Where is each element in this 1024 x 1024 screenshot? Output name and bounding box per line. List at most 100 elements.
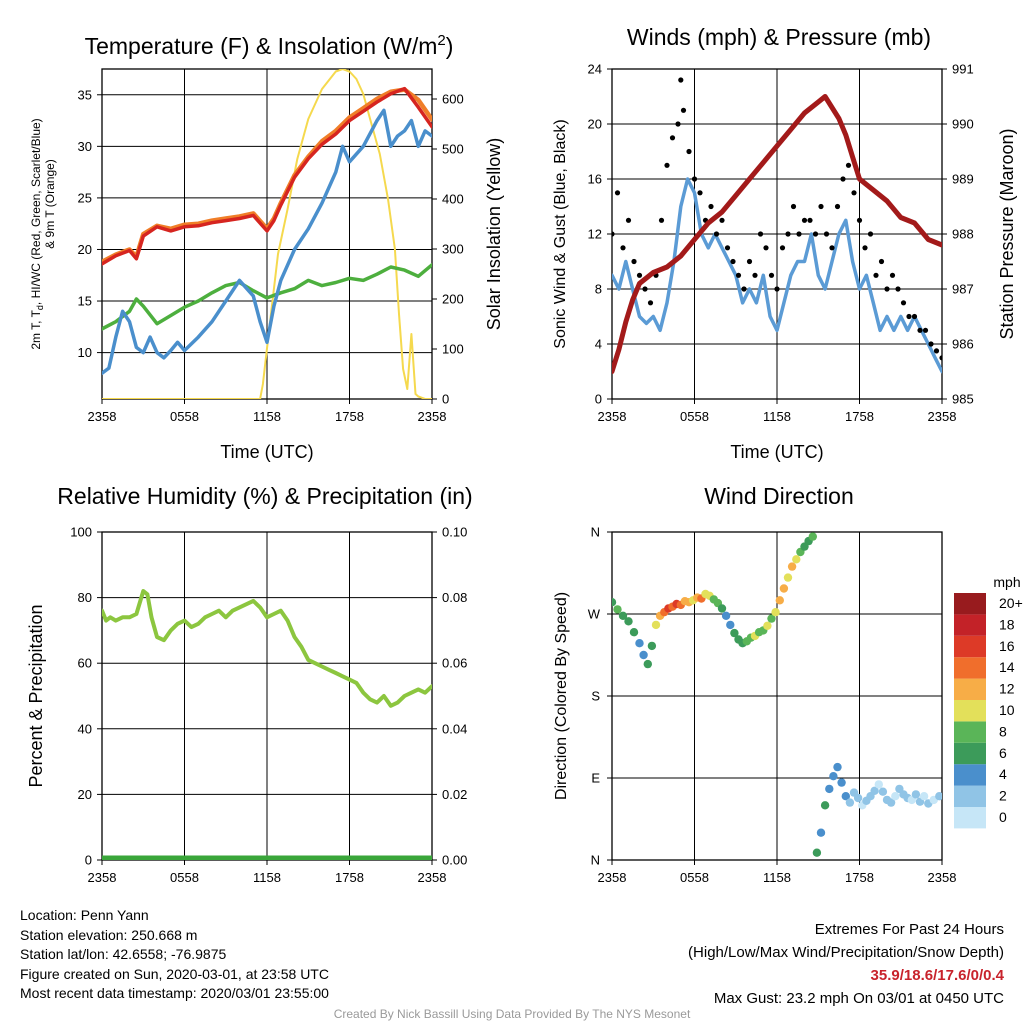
legend-swatch <box>954 785 986 807</box>
gust-point <box>840 176 846 182</box>
gust-point <box>917 327 923 333</box>
chart-title: Winds (mph) & Pressure (mb) <box>627 24 931 50</box>
y-tick-label: 15 <box>78 294 92 309</box>
direction-point <box>618 611 628 620</box>
direction-point <box>635 639 644 648</box>
direction-point <box>783 573 793 582</box>
y2-tick-label: 0.10 <box>442 525 467 540</box>
legend-label: 16 <box>999 638 1015 654</box>
winds-series <box>612 77 942 374</box>
gust-point <box>878 258 885 265</box>
x-tick-label: 1758 <box>335 409 364 424</box>
y2-tick-label: 0.04 <box>442 721 467 736</box>
station-metadata: Location: Penn Yann Station elevation: 2… <box>20 906 329 1004</box>
direction-point <box>775 596 784 605</box>
legend-swatch <box>954 593 986 615</box>
y2-tick-label: 0.02 <box>442 787 467 802</box>
pressure-line <box>612 94 942 374</box>
y-tick-label: 4 <box>595 337 602 352</box>
direction-point <box>829 772 838 781</box>
direction-point <box>935 792 942 801</box>
direction-point <box>651 620 661 630</box>
y-tick-label: N <box>591 853 600 868</box>
legend-label: 8 <box>999 723 1007 739</box>
legend-label: 0 <box>999 809 1007 825</box>
gust-point <box>774 286 780 292</box>
direction-point <box>841 792 850 801</box>
y2-tick-label: 200 <box>442 292 464 307</box>
y-tick-label: 0 <box>85 853 92 868</box>
y-tick-label: 100 <box>70 525 92 540</box>
winds-chart: 0 4 8 12 16 20 24 2358 0558 1158 1758 2358 985 986 987… <box>552 24 1017 462</box>
gust-point <box>922 327 929 333</box>
gust-point <box>851 190 857 196</box>
y2-tick-label: 400 <box>442 192 464 207</box>
legend-label: 10 <box>999 702 1015 718</box>
direction-point <box>612 598 617 607</box>
y-tick-label: N <box>591 525 600 540</box>
legend-swatch <box>954 742 986 765</box>
y-axis-label-line2: & 9m T (Orange) <box>43 159 57 249</box>
y-tick-label: 35 <box>78 87 92 102</box>
y2-tick-label: 990 <box>952 117 974 132</box>
temperature-chart: 10 15 20 25 30 35 2358 0558 1158 1758 2358 0 100 200 3… <box>29 32 504 462</box>
y-tick-label: 20 <box>588 117 602 132</box>
y-axis-label: Sonic Wind & Gust (Blue, Black) <box>552 119 569 348</box>
x-tick-label: 1758 <box>845 409 874 424</box>
y2-tick-label: 0.08 <box>442 590 467 605</box>
gust-point <box>845 162 852 168</box>
max-gust-text: Max Gust: 23.2 mph On 03/01 at 0450 UTC <box>713 990 1004 1007</box>
humidity-series <box>102 589 432 860</box>
x-axis-label: Time (UTC) <box>220 442 313 462</box>
chart-title: Relative Humidity (%) & Precipitation (i… <box>57 483 472 509</box>
gust-point <box>856 217 863 223</box>
gust-point <box>724 245 731 251</box>
direction-point <box>624 617 633 626</box>
gust-point <box>636 272 643 278</box>
gust-point <box>713 231 720 237</box>
gust-point <box>719 217 725 223</box>
legend-label: 18 <box>999 616 1015 632</box>
legend-swatch <box>954 700 986 722</box>
latlon-text: Station lat/lon: 42.6558; -76.9875 <box>20 946 227 962</box>
legend-swatch <box>954 678 986 700</box>
extremes-title: Extremes For Past 24 Hours <box>814 921 1004 938</box>
legend-title: mph <box>993 574 1020 590</box>
legend-label: 4 <box>999 766 1007 782</box>
gust-point <box>873 272 879 278</box>
gust-point <box>614 190 621 196</box>
extremes-panel: Extremes For Past 24 Hours (High/Low/Max… <box>688 918 1004 1010</box>
y-axis-label: Direction (Colored By Speed) <box>553 592 570 800</box>
direction-point <box>643 659 652 669</box>
y-tick-label: 20 <box>78 787 92 802</box>
gust-point <box>867 231 874 237</box>
y-tick-label: 24 <box>588 62 602 77</box>
gust-point <box>790 203 797 210</box>
gust-point <box>757 231 764 237</box>
direction-point <box>767 614 776 623</box>
gust-point <box>612 231 615 237</box>
gust-point <box>763 245 769 251</box>
x-tick-label: 1158 <box>763 409 791 424</box>
dewpoint-line <box>102 263 432 331</box>
x-tick-label: 1158 <box>253 409 281 424</box>
extremes-values: 35.9/18.6/17.6/0/0.4 <box>870 967 1004 984</box>
y-tick-label: 0 <box>595 392 602 407</box>
gust-point <box>678 77 684 83</box>
y-tick-label: E <box>591 771 600 786</box>
direction-point <box>878 787 888 796</box>
y2-axis-label: Solar Insolation (Yellow) <box>484 138 504 330</box>
direction-point <box>787 562 797 571</box>
x-tick-label: 1158 <box>253 870 281 885</box>
direction-point <box>771 608 780 617</box>
direction-point <box>726 620 735 630</box>
direction-point <box>721 611 731 620</box>
y2-tick-label: 0.00 <box>442 853 467 868</box>
y-tick-label: 20 <box>78 242 92 257</box>
legend-label: 14 <box>999 659 1015 675</box>
x-tick-label: 2358 <box>598 870 627 885</box>
direction-point <box>629 628 639 637</box>
gust-point <box>933 348 940 354</box>
gust-point <box>939 355 942 361</box>
